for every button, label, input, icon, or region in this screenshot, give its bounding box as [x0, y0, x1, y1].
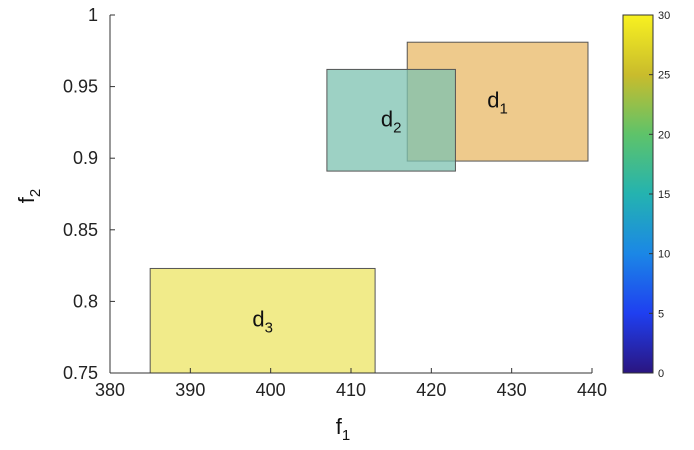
x-tick-label: 390	[175, 380, 205, 400]
x-ticks: 380 390 400 410 420 430 440	[95, 368, 607, 400]
x-tick-label: 440	[577, 380, 607, 400]
x-axis-label: f1	[336, 414, 350, 444]
regions-layer: d1 d2 d3	[149, 41, 589, 374]
colorbar-ticks: 0 5 10 15 20 25 30	[649, 10, 670, 380]
y-tick-label: 0.8	[73, 291, 98, 311]
y-tick-label: 0.9	[73, 148, 98, 168]
colorbar-gradient	[622, 14, 654, 374]
x-tick-label: 400	[256, 380, 286, 400]
region-label-3: d3	[252, 307, 273, 337]
x-tick-label: 430	[497, 380, 527, 400]
y-tick-label: 0.95	[63, 77, 98, 97]
colorbar-tick-label: 20	[658, 129, 670, 141]
region-box-3	[149, 267, 376, 374]
colorbar-tick-label: 5	[658, 308, 664, 320]
colorbar-tick-label: 30	[658, 10, 670, 22]
y-tick-label: 0.75	[63, 363, 98, 383]
region-label-1: d1	[487, 88, 508, 118]
colorbar-tick-label: 25	[658, 70, 670, 82]
x-tick-label: 420	[416, 380, 446, 400]
region-label-2: d2	[381, 106, 402, 136]
colorbar	[622, 14, 654, 374]
y-ticks: 0.75 0.8 0.85 0.9 0.95 1	[63, 5, 115, 383]
y-tick-label: 1	[88, 5, 98, 25]
x-tick-label: 380	[95, 380, 125, 400]
y-tick-label: 0.85	[63, 220, 98, 240]
colorbar-tick-label: 10	[658, 249, 670, 261]
region-box-2	[326, 68, 456, 172]
colorbar-tick-label: 15	[658, 189, 670, 201]
y-axis-label: f2	[14, 189, 44, 203]
colorbar-tick-label: 0	[658, 368, 664, 380]
x-tick-label: 410	[336, 380, 366, 400]
